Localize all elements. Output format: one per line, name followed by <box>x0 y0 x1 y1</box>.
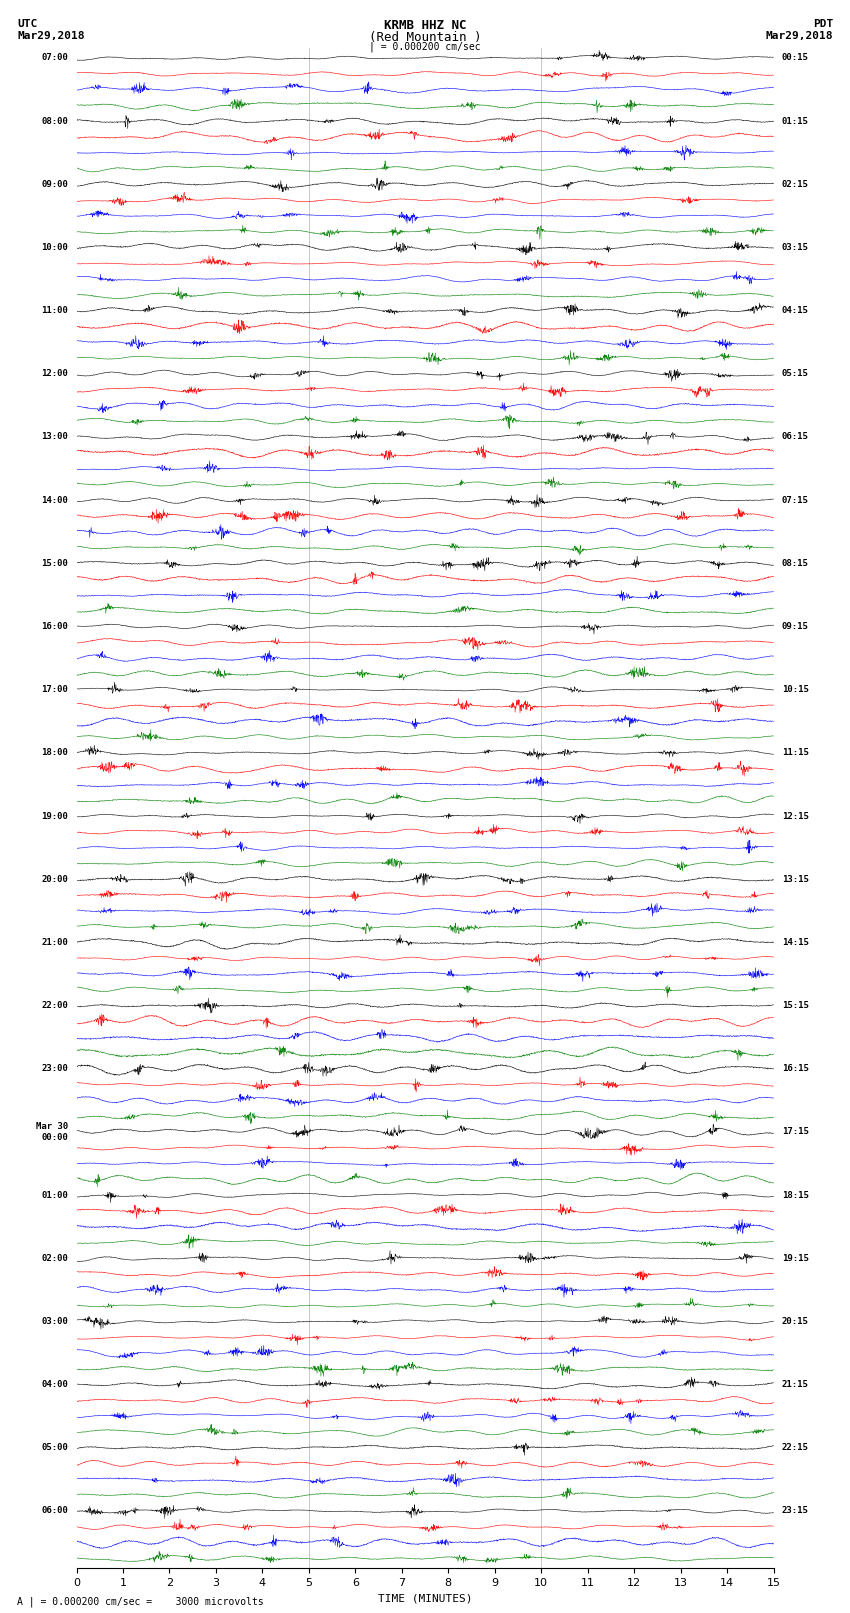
Text: 15:00: 15:00 <box>42 558 68 568</box>
Text: 18:00: 18:00 <box>42 748 68 758</box>
Text: 06:00: 06:00 <box>42 1507 68 1516</box>
Text: 11:00: 11:00 <box>42 306 68 315</box>
Text: 01:15: 01:15 <box>782 116 808 126</box>
Text: 23:15: 23:15 <box>782 1507 808 1516</box>
Text: KRMB HHZ NC: KRMB HHZ NC <box>383 19 467 32</box>
Text: 09:00: 09:00 <box>42 179 68 189</box>
Text: 16:00: 16:00 <box>42 623 68 631</box>
Text: 19:00: 19:00 <box>42 811 68 821</box>
Text: 17:15: 17:15 <box>782 1127 808 1137</box>
Text: 07:15: 07:15 <box>782 495 808 505</box>
Text: 11:15: 11:15 <box>782 748 808 758</box>
Text: Mar 30
00:00: Mar 30 00:00 <box>36 1123 68 1142</box>
Text: 05:15: 05:15 <box>782 369 808 379</box>
Text: 04:00: 04:00 <box>42 1381 68 1389</box>
Text: 10:00: 10:00 <box>42 244 68 252</box>
X-axis label: TIME (MINUTES): TIME (MINUTES) <box>377 1594 473 1603</box>
Text: 08:00: 08:00 <box>42 116 68 126</box>
Text: 14:00: 14:00 <box>42 495 68 505</box>
Text: 06:15: 06:15 <box>782 432 808 442</box>
Text: 08:15: 08:15 <box>782 558 808 568</box>
Text: PDT: PDT <box>813 19 833 29</box>
Text: 03:00: 03:00 <box>42 1316 68 1326</box>
Text: 18:15: 18:15 <box>782 1190 808 1200</box>
Text: 10:15: 10:15 <box>782 686 808 694</box>
Text: Mar29,2018: Mar29,2018 <box>17 31 84 40</box>
Text: 03:15: 03:15 <box>782 244 808 252</box>
Text: 22:00: 22:00 <box>42 1002 68 1010</box>
Text: | = 0.000200 cm/sec: | = 0.000200 cm/sec <box>369 42 481 53</box>
Text: 20:15: 20:15 <box>782 1316 808 1326</box>
Text: 07:00: 07:00 <box>42 53 68 63</box>
Text: 01:00: 01:00 <box>42 1190 68 1200</box>
Text: 23:00: 23:00 <box>42 1065 68 1073</box>
Text: 12:15: 12:15 <box>782 811 808 821</box>
Text: 21:00: 21:00 <box>42 937 68 947</box>
Text: 12:00: 12:00 <box>42 369 68 379</box>
Text: 02:00: 02:00 <box>42 1253 68 1263</box>
Text: 19:15: 19:15 <box>782 1253 808 1263</box>
Text: 20:00: 20:00 <box>42 874 68 884</box>
Text: 13:00: 13:00 <box>42 432 68 442</box>
Text: 13:15: 13:15 <box>782 874 808 884</box>
Text: A | = 0.000200 cm/sec =    3000 microvolts: A | = 0.000200 cm/sec = 3000 microvolts <box>17 1595 264 1607</box>
Text: 04:15: 04:15 <box>782 306 808 315</box>
Text: 02:15: 02:15 <box>782 179 808 189</box>
Text: Mar29,2018: Mar29,2018 <box>766 31 833 40</box>
Text: 16:15: 16:15 <box>782 1065 808 1073</box>
Text: 15:15: 15:15 <box>782 1002 808 1010</box>
Text: 05:00: 05:00 <box>42 1444 68 1452</box>
Text: 14:15: 14:15 <box>782 937 808 947</box>
Text: UTC: UTC <box>17 19 37 29</box>
Text: (Red Mountain ): (Red Mountain ) <box>369 31 481 44</box>
Text: 09:15: 09:15 <box>782 623 808 631</box>
Text: 17:00: 17:00 <box>42 686 68 694</box>
Text: 22:15: 22:15 <box>782 1444 808 1452</box>
Text: 21:15: 21:15 <box>782 1381 808 1389</box>
Text: 00:15: 00:15 <box>782 53 808 63</box>
